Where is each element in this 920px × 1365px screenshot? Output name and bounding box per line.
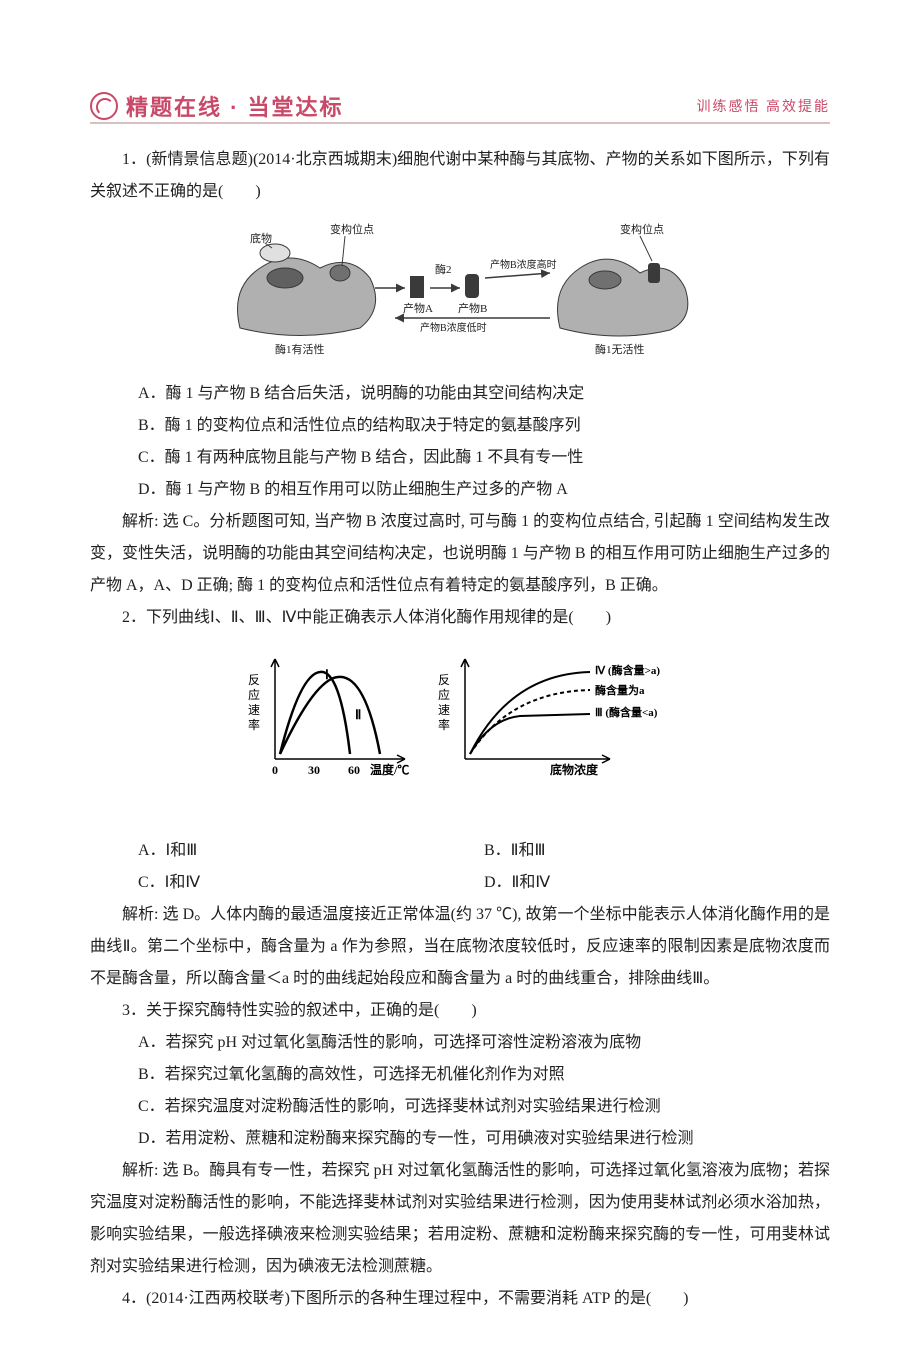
q2-option-B: B．Ⅱ和Ⅲ — [484, 835, 830, 867]
enzyme-curves: 反 应 速 率 Ⅰ Ⅱ 0 30 60 温度/℃ 反 应 速 率 — [230, 644, 690, 784]
page: 精题在线 · 当堂达标 训练感悟 高效提能 1．(新情景信息题)(2014·北京… — [0, 0, 920, 1365]
label-highB: 产物B浓度高时 — [490, 258, 557, 271]
tick-0: 0 — [272, 763, 278, 777]
header-left: 精题在线 · 当堂达标 — [90, 90, 344, 122]
label-allo2: 变构位点 — [620, 222, 664, 236]
q2-charts: 反 应 速 率 Ⅰ Ⅱ 0 30 60 温度/℃ 反 应 速 率 — [90, 644, 830, 789]
enzyme-diagram: 底物 变构位点 酶1有活性 产物A 酶2 产物B 产物B浓度高时 产物B浓度低时 — [220, 218, 700, 363]
chart2-xlabel: 底物浓度 — [550, 762, 599, 777]
curve-IV: Ⅳ (酶含量>a) — [595, 663, 660, 677]
q1-diagram: 底物 变构位点 酶1有活性 产物A 酶2 产物B 产物B浓度高时 产物B浓度低时 — [90, 218, 830, 368]
tick-30: 30 — [308, 763, 320, 777]
curve-II: Ⅱ — [355, 707, 361, 722]
q3-explanation: 解析: 选 B。酶具有专一性，若探究 pH 对过氧化氢酶活性的影响，可选择过氧化… — [90, 1155, 830, 1283]
svg-text:反: 反 — [438, 673, 450, 687]
q1-stem: 1．(新情景信息题)(2014·北京西城期末)细胞代谢中某种酶与其底物、产物的关… — [90, 144, 830, 208]
q3-option-A: A．若探究 pH 对过氧化氢酶活性的影响，可选择可溶性淀粉溶液为底物 — [138, 1027, 830, 1059]
curve-I: Ⅰ — [325, 667, 329, 682]
q1-option-B: B．酶 1 的变构位点和活性位点的结构取决于特定的氨基酸序列 — [138, 410, 830, 442]
q2-stem: 2．下列曲线Ⅰ、Ⅱ、Ⅲ、Ⅳ中能正确表示人体消化酶作用规律的是( ) — [90, 602, 830, 634]
label-prodB: 产物B — [458, 301, 487, 315]
svg-text:应: 应 — [438, 687, 450, 702]
q3-option-D: D．若用淀粉、蔗糖和淀粉酶来探究酶的专一性，可用碘液对实验结果进行检测 — [138, 1123, 830, 1155]
curve-III: Ⅲ (酶含量<a) — [595, 705, 658, 719]
svg-text:率: 率 — [438, 717, 450, 732]
svg-text:率: 率 — [248, 717, 260, 732]
label-lowB: 产物B浓度低时 — [420, 321, 487, 334]
q2-option-C: C．Ⅰ和Ⅳ — [138, 867, 484, 899]
q2-options-row1: A．Ⅰ和Ⅲ B．Ⅱ和Ⅲ — [138, 835, 830, 867]
label-prodA: 产物A — [403, 301, 433, 315]
chart1-xlabel: 温度/℃ — [370, 762, 409, 777]
q2-option-A: A．Ⅰ和Ⅲ — [138, 835, 484, 867]
svg-text:反: 反 — [248, 673, 260, 687]
q4-stem: 4．(2014·江西两校联考)下图所示的各种生理过程中，不需要消耗 ATP 的是… — [90, 1283, 830, 1315]
q2-explanation: 解析: 选 D。人体内酶的最适温度接近正常体温(约 37 ℃), 故第一个坐标中… — [90, 899, 830, 995]
tick-60: 60 — [348, 763, 360, 777]
label-inactive: 酶1无活性 — [595, 342, 645, 356]
q1-option-A: A．酶 1 与产物 B 结合后失活，说明酶的功能由其空间结构决定 — [138, 378, 830, 410]
q2-options-row2: C．Ⅰ和Ⅳ D．Ⅱ和Ⅳ — [138, 867, 830, 899]
label-enzyme2: 酶2 — [435, 263, 452, 276]
q1-explanation: 解析: 选 C。分析题图可知, 当产物 B 浓度过高时, 可与酶 1 的变构位点… — [90, 506, 830, 602]
header-title: 精题在线 · 当堂达标 — [126, 90, 344, 122]
q3-stem: 3．关于探究酶特性实验的叙述中，正确的是( ) — [90, 995, 830, 1027]
label-active: 酶1有活性 — [275, 342, 325, 356]
swirl-icon — [90, 92, 118, 120]
q1-option-C: C．酶 1 有两种底物且能与产物 B 结合，因此酶 1 不具有专一性 — [138, 442, 830, 474]
q2-option-D: D．Ⅱ和Ⅳ — [484, 867, 830, 899]
label-allo1: 变构位点 — [330, 222, 374, 236]
svg-text:速: 速 — [248, 703, 260, 717]
label-substrate: 底物 — [250, 231, 272, 245]
svg-text:速: 速 — [438, 703, 450, 717]
q3-option-C: C．若探究温度对淀粉酶活性的影响，可选择斐林试剂对实验结果进行检测 — [138, 1091, 830, 1123]
svg-text:应: 应 — [248, 687, 260, 702]
q3-option-B: B．若探究过氧化氢酶的高效性，可选择无机催化剂作为对照 — [138, 1059, 830, 1091]
header-subtitle: 训练感悟 高效提能 — [697, 96, 831, 116]
page-header: 精题在线 · 当堂达标 训练感悟 高效提能 — [90, 90, 830, 124]
curve-a: 酶含量为a — [595, 683, 645, 697]
q1-option-D: D．酶 1 与产物 B 的相互作用可以防止细胞生产过多的产物 A — [138, 474, 830, 506]
